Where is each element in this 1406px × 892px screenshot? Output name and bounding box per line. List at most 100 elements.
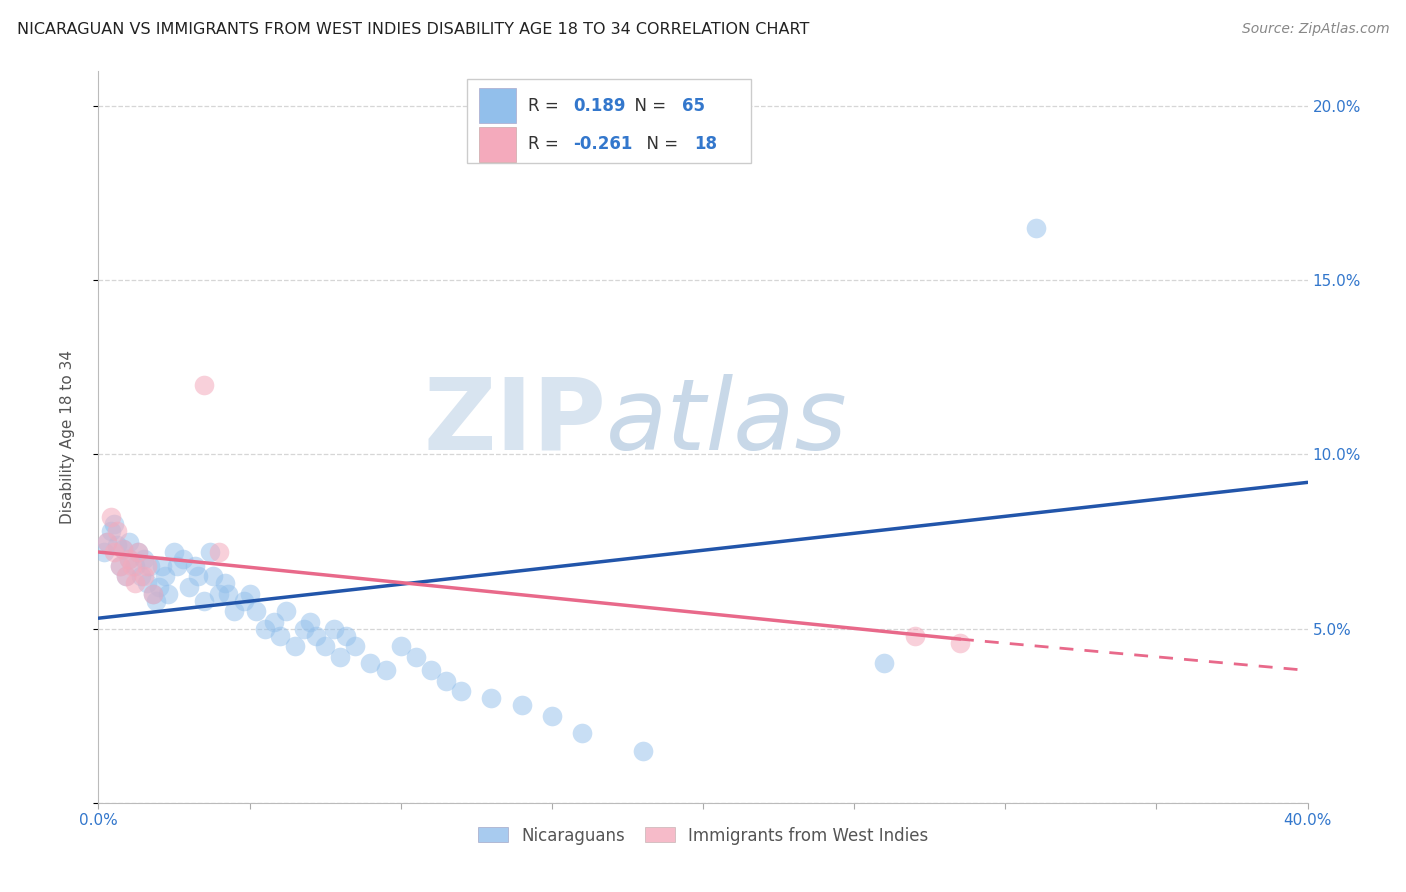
Point — [193, 377, 215, 392]
Point — [172, 552, 194, 566]
Legend: Nicaraguans, Immigrants from West Indies: Nicaraguans, Immigrants from West Indies — [470, 818, 936, 853]
Point — [224, 604, 246, 618]
Point — [269, 629, 291, 643]
Point — [132, 569, 155, 583]
Point — [121, 558, 143, 573]
Text: R =: R = — [527, 96, 564, 114]
Point — [245, 604, 267, 618]
Point — [239, 587, 262, 601]
Point — [329, 649, 352, 664]
Point — [292, 622, 315, 636]
Point — [202, 569, 225, 583]
Point — [105, 538, 128, 552]
Point — [153, 569, 176, 583]
Text: 18: 18 — [695, 136, 717, 153]
Point — [284, 639, 307, 653]
Point — [344, 639, 367, 653]
Point — [481, 691, 503, 706]
FancyBboxPatch shape — [467, 78, 751, 163]
Point — [193, 594, 215, 608]
Point — [111, 541, 134, 556]
Point — [142, 587, 165, 601]
Point — [108, 558, 131, 573]
Point — [187, 569, 209, 583]
Point — [253, 622, 276, 636]
Point — [111, 541, 134, 556]
Text: Source: ZipAtlas.com: Source: ZipAtlas.com — [1241, 22, 1389, 37]
Point — [118, 552, 141, 566]
Point — [100, 510, 122, 524]
Point — [156, 587, 179, 601]
Text: ZIP: ZIP — [423, 374, 606, 471]
Point — [323, 622, 346, 636]
Text: -0.261: -0.261 — [574, 136, 633, 153]
Point — [135, 576, 157, 591]
Point — [305, 629, 328, 643]
Point — [405, 649, 427, 664]
Point — [100, 524, 122, 538]
Point — [114, 569, 136, 583]
Point — [148, 580, 170, 594]
Point — [1024, 221, 1046, 235]
Text: N =: N = — [624, 96, 672, 114]
Point — [103, 545, 125, 559]
Point — [93, 545, 115, 559]
Point — [540, 708, 562, 723]
Point — [232, 594, 254, 608]
Point — [118, 552, 141, 566]
Point — [335, 629, 357, 643]
Point — [263, 615, 285, 629]
Point — [108, 558, 131, 573]
Point — [389, 639, 412, 653]
Text: NICARAGUAN VS IMMIGRANTS FROM WEST INDIES DISABILITY AGE 18 TO 34 CORRELATION CH: NICARAGUAN VS IMMIGRANTS FROM WEST INDIE… — [17, 22, 810, 37]
Point — [166, 558, 188, 573]
Point — [124, 558, 146, 573]
Point — [132, 552, 155, 566]
Point — [217, 587, 239, 601]
Point — [150, 558, 173, 573]
Point — [299, 615, 322, 629]
Text: atlas: atlas — [606, 374, 848, 471]
Point — [118, 534, 141, 549]
Point — [124, 576, 146, 591]
Point — [105, 524, 128, 538]
Point — [145, 594, 167, 608]
Point — [374, 664, 396, 678]
Point — [200, 545, 222, 559]
Bar — [479, 88, 516, 123]
Point — [314, 639, 336, 653]
Point — [949, 635, 972, 649]
Point — [420, 664, 443, 678]
Point — [571, 726, 593, 740]
Point — [96, 534, 118, 549]
Point — [96, 534, 118, 549]
Text: 0.189: 0.189 — [574, 96, 626, 114]
Point — [631, 743, 654, 757]
Point — [208, 545, 231, 559]
Point — [360, 657, 382, 671]
Bar — [479, 127, 516, 161]
Point — [127, 545, 149, 559]
Point — [135, 558, 157, 573]
Point — [214, 576, 236, 591]
Y-axis label: Disability Age 18 to 34: Disability Age 18 to 34 — [60, 350, 75, 524]
Point — [163, 545, 186, 559]
Point — [510, 698, 533, 713]
Point — [142, 587, 165, 601]
Point — [873, 657, 896, 671]
Text: R =: R = — [527, 136, 564, 153]
Point — [114, 569, 136, 583]
Point — [127, 545, 149, 559]
Text: 65: 65 — [682, 96, 706, 114]
Point — [208, 587, 231, 601]
Point — [434, 673, 457, 688]
Point — [129, 569, 152, 583]
Point — [184, 558, 207, 573]
Point — [274, 604, 297, 618]
Point — [179, 580, 201, 594]
Point — [450, 684, 472, 698]
Point — [103, 517, 125, 532]
Point — [904, 629, 927, 643]
Point — [139, 558, 162, 573]
Text: N =: N = — [637, 136, 683, 153]
